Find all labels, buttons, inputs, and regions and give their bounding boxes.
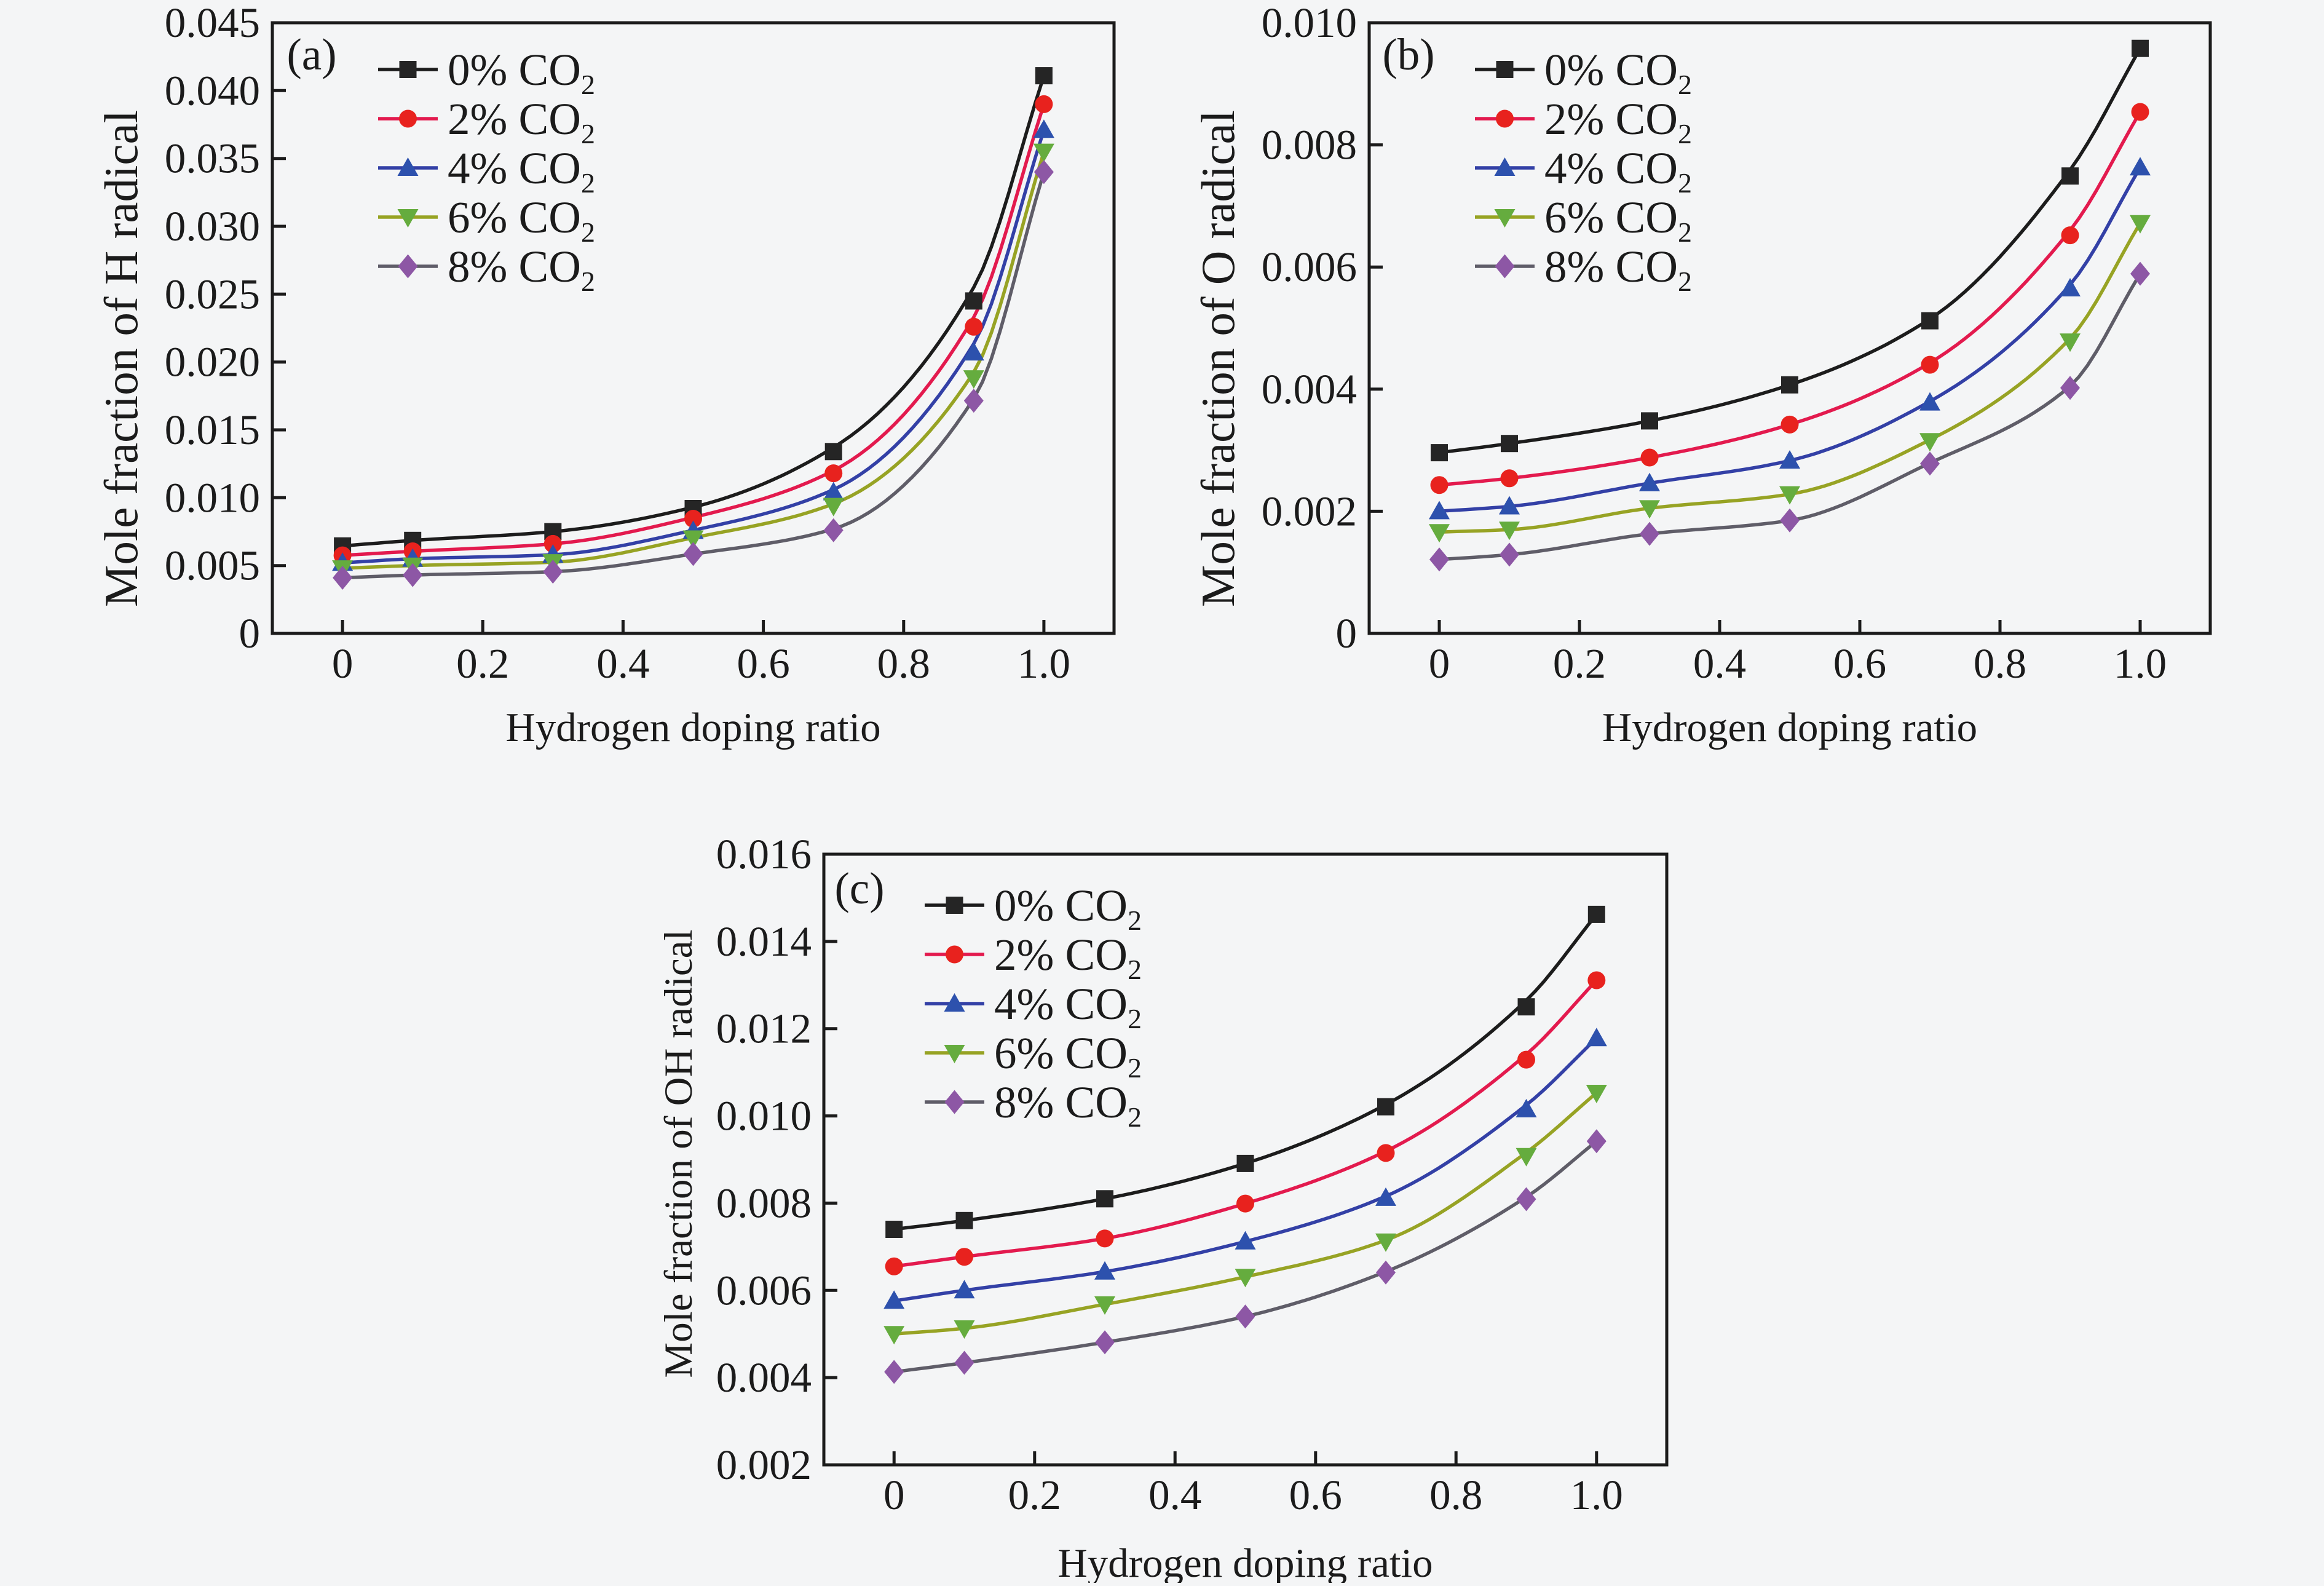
svg-text:0.2: 0.2 (456, 640, 509, 687)
svg-text:1.0: 1.0 (1018, 640, 1070, 687)
svg-text:0.8: 0.8 (877, 640, 930, 687)
svg-text:0.004: 0.004 (1262, 366, 1357, 413)
svg-text:1.0: 1.0 (1570, 1472, 1623, 1518)
svg-text:0.010: 0.010 (716, 1093, 812, 1140)
svg-text:0.035: 0.035 (165, 135, 260, 182)
svg-text:Hydrogen doping ratio: Hydrogen doping ratio (1057, 1540, 1433, 1583)
svg-text:0.4: 0.4 (1148, 1472, 1201, 1518)
svg-text:0: 0 (239, 610, 261, 657)
svg-text:6% CO2: 6% CO2 (994, 1028, 1142, 1084)
svg-text:Hydrogen doping ratio: Hydrogen doping ratio (1602, 705, 1977, 750)
svg-text:0% CO2: 0% CO2 (994, 881, 1142, 936)
svg-text:0.005: 0.005 (165, 542, 260, 589)
svg-text:0.030: 0.030 (165, 203, 260, 250)
svg-text:0.040: 0.040 (165, 67, 260, 114)
svg-text:0.006: 0.006 (716, 1267, 812, 1314)
svg-text:0.015: 0.015 (165, 406, 260, 453)
svg-text:0.010: 0.010 (1262, 0, 1357, 46)
svg-text:0.006: 0.006 (1262, 244, 1357, 290)
svg-text:2% CO2: 2% CO2 (1544, 94, 1692, 149)
svg-text:4% CO2: 4% CO2 (1544, 143, 1692, 199)
svg-text:(a): (a) (287, 30, 336, 79)
svg-text:0.4: 0.4 (1693, 640, 1746, 687)
svg-text:2% CO2: 2% CO2 (448, 94, 595, 149)
svg-text:Mole fraction of O radical: Mole fraction of O radical (1192, 110, 1244, 607)
svg-text:8% CO2: 8% CO2 (448, 242, 595, 297)
svg-text:0.025: 0.025 (165, 271, 260, 317)
svg-text:1.0: 1.0 (2114, 640, 2167, 687)
svg-text:4% CO2: 4% CO2 (448, 143, 595, 199)
svg-text:0.6: 0.6 (1289, 1472, 1342, 1518)
svg-text:0.010: 0.010 (165, 474, 260, 521)
svg-text:0.2: 0.2 (1553, 640, 1606, 687)
svg-text:0% CO2: 0% CO2 (1544, 45, 1692, 100)
svg-text:2% CO2: 2% CO2 (994, 930, 1142, 985)
svg-text:0.002: 0.002 (716, 1441, 812, 1488)
svg-text:0% CO2: 0% CO2 (448, 45, 595, 100)
svg-text:0.002: 0.002 (1262, 488, 1357, 534)
svg-text:8% CO2: 8% CO2 (994, 1077, 1142, 1133)
svg-text:Mole fraction of OH radical: Mole fraction of OH radical (657, 929, 701, 1378)
svg-text:0.016: 0.016 (716, 831, 812, 878)
svg-text:0.014: 0.014 (716, 918, 812, 965)
svg-text:0.4: 0.4 (596, 640, 649, 687)
svg-text:0.8: 0.8 (1974, 640, 2026, 687)
svg-text:(b): (b) (1382, 30, 1434, 79)
svg-text:0.2: 0.2 (1008, 1472, 1061, 1518)
svg-text:0.6: 0.6 (737, 640, 789, 687)
svg-text:0.6: 0.6 (1833, 640, 1886, 687)
svg-text:0.008: 0.008 (1262, 122, 1357, 169)
svg-text:6% CO2: 6% CO2 (1544, 192, 1692, 248)
svg-text:0.020: 0.020 (165, 339, 260, 386)
svg-text:0.012: 0.012 (716, 1005, 812, 1052)
svg-text:0.8: 0.8 (1429, 1472, 1482, 1518)
svg-text:0: 0 (332, 640, 354, 687)
svg-text:0: 0 (1336, 610, 1358, 657)
svg-text:8% CO2: 8% CO2 (1544, 242, 1692, 297)
svg-text:6% CO2: 6% CO2 (448, 192, 595, 248)
svg-text:0.004: 0.004 (716, 1354, 812, 1401)
svg-text:4% CO2: 4% CO2 (994, 979, 1142, 1034)
svg-text:0.008: 0.008 (716, 1180, 812, 1226)
svg-text:0: 0 (883, 1472, 905, 1518)
svg-text:Mole fraction of H radical: Mole fraction of H radical (95, 110, 148, 607)
svg-text:0: 0 (1429, 640, 1450, 687)
svg-text:0.045: 0.045 (165, 0, 260, 46)
svg-text:Hydrogen doping ratio: Hydrogen doping ratio (505, 705, 880, 750)
svg-text:(c): (c) (834, 863, 884, 913)
